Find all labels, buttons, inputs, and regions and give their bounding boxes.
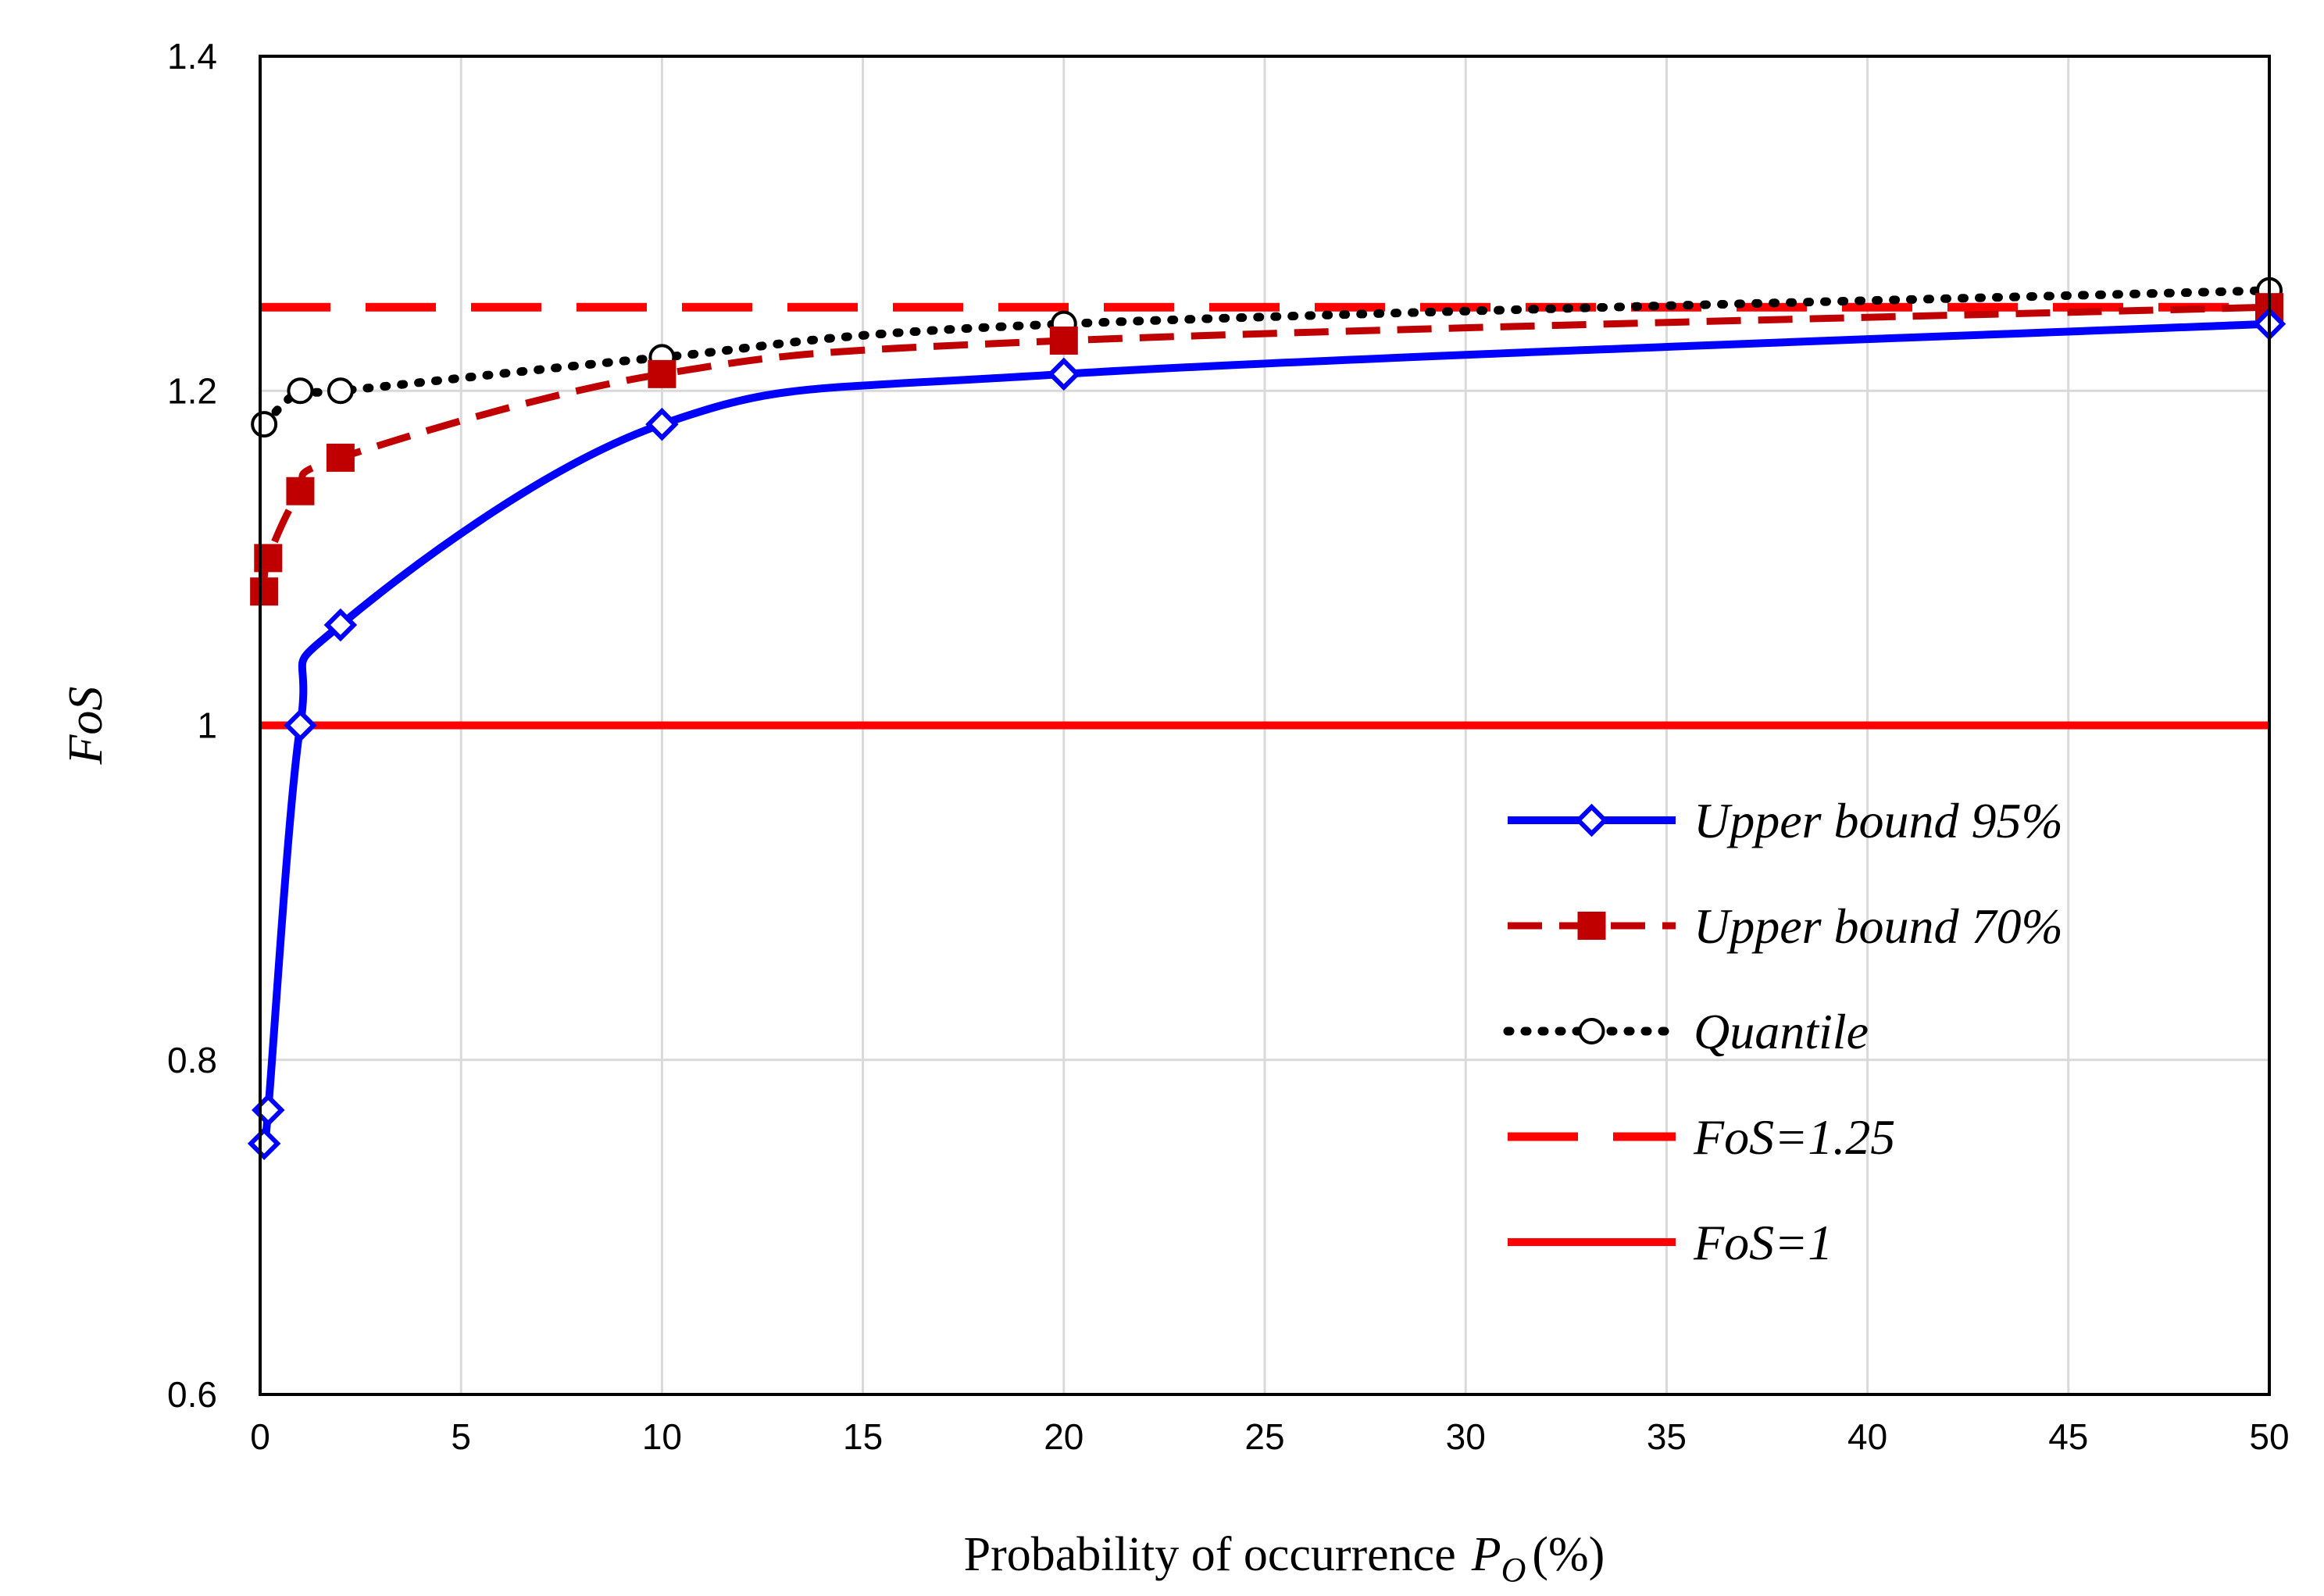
- y-tick-label: 0.6: [167, 1374, 217, 1415]
- legend-label: Upper bound 95%: [1694, 793, 2063, 848]
- legend-item-quantile: Quantile: [1503, 1004, 1869, 1059]
- y-tick-label: 1: [197, 705, 217, 746]
- x-tick-label: 45: [2048, 1416, 2088, 1457]
- data-point-upper-bound-95: [284, 709, 317, 742]
- data-point-upper-bound-95: [1047, 357, 1081, 391]
- data-point-upper-bound-70: [1049, 327, 1078, 355]
- legend-marker: [1575, 803, 1608, 837]
- data-point-upper-bound-95: [645, 407, 679, 441]
- legend-label: FoS=1: [1693, 1215, 1833, 1270]
- x-tick-label: 15: [843, 1416, 883, 1457]
- x-tick-label: 0: [250, 1416, 270, 1457]
- x-tick-label: 5: [451, 1416, 471, 1457]
- legend-marker: [1577, 912, 1606, 940]
- data-point-upper-bound-70: [286, 477, 315, 505]
- x-tick-label: 50: [2249, 1416, 2289, 1457]
- x-axis-subscript: O: [1501, 1551, 1526, 1589]
- data-point-upper-bound-70: [326, 443, 355, 472]
- x-tick-label: 25: [1244, 1416, 1284, 1457]
- series-line-upper-bound-95: [260, 320, 2270, 1155]
- legend-item-upper-bound-95: Upper bound 95%: [1508, 793, 2063, 848]
- y-tick-label: 1.2: [167, 370, 217, 411]
- legend: Upper bound 95% Upper bound 70% Quantile Fo…: [1503, 793, 2063, 1270]
- x-tick-label: 35: [1647, 1416, 1687, 1457]
- x-axis-title: Probability of occurrence PO (%): [964, 1528, 1605, 1589]
- data-point-upper-bound-70: [648, 359, 676, 388]
- data-point-upper-bound-95: [323, 608, 358, 642]
- x-axis-symbol: P: [1471, 1528, 1501, 1581]
- x-tick-label: 20: [1044, 1416, 1083, 1457]
- y-tick-label: 1.4: [167, 36, 217, 77]
- legend-label: Upper bound 70%: [1694, 898, 2063, 954]
- y-axis-title: FoS: [59, 687, 112, 766]
- x-tick-label: 10: [642, 1416, 682, 1457]
- legend-item-upper-bound-70: Upper bound 70%: [1508, 898, 2063, 954]
- legend-item-fos-1: FoS=1: [1508, 1215, 1833, 1270]
- y-axis-title-text: FoS: [59, 687, 112, 766]
- data-point-upper-bound-95: [247, 1126, 281, 1161]
- legend-item-fos-1-25: FoS=1.25: [1508, 1109, 1895, 1165]
- x-tick-label: 30: [1446, 1416, 1486, 1457]
- legend-label: Quantile: [1694, 1004, 1869, 1059]
- legend-marker: [1578, 1018, 1605, 1044]
- x-axis-unit: (%): [1532, 1528, 1605, 1581]
- data-point-quantile: [287, 377, 314, 405]
- data-point-upper-bound-70: [250, 577, 279, 606]
- tick-labels: 0 5 10 15 20 25 30 35 40 45 50 0.6 0.8 1 1.2 1.4: [167, 36, 2290, 1457]
- data-point-quantile: [327, 377, 354, 405]
- series-layer: [247, 277, 2287, 1161]
- x-tick-label: 40: [1847, 1416, 1887, 1457]
- plot-area-border: [259, 55, 2271, 1396]
- y-tick-label: 0.8: [167, 1040, 217, 1080]
- data-point-quantile: [251, 411, 278, 438]
- legend-label: FoS=1.25: [1693, 1109, 1895, 1165]
- x-axis-title-text: Probability of occurrence: [964, 1528, 1456, 1581]
